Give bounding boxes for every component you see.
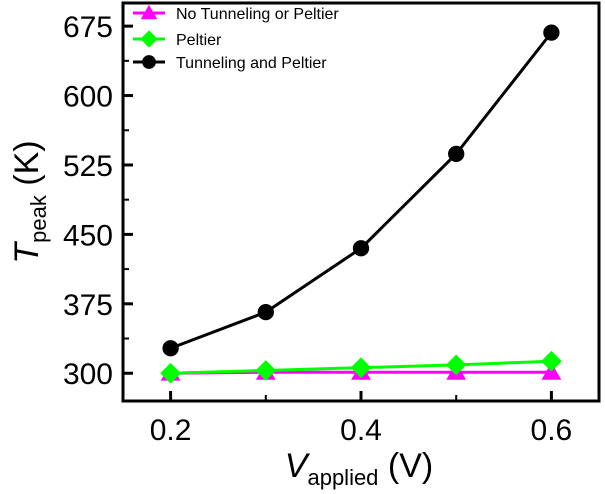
- y-axis-symbol: T: [8, 241, 46, 264]
- data-point-tunneling-and-peltier-0.6: [543, 24, 560, 41]
- data-point-peltier-0.6: [541, 350, 562, 372]
- x-axis-symbol: V: [285, 447, 311, 485]
- data-point-tunneling-and-peltier-0.3: [257, 303, 274, 321]
- data-point-peltier-0.5: [445, 354, 467, 376]
- data-point-peltier-0.3: [255, 360, 277, 381]
- legend-entry-no-tunneling-or-peltier: [133, 4, 165, 20]
- data-point-tunneling-and-peltier-0.5: [448, 145, 465, 163]
- x-tick-label-0.6: 0.6: [531, 414, 573, 447]
- y-tick-label-525: 525: [63, 150, 113, 183]
- y-tick-label-675: 675: [63, 11, 113, 44]
- y-axis-title: Tpeak (K): [8, 140, 51, 263]
- x-axis-subscript: applied: [307, 465, 378, 490]
- y-tick-label-600: 600: [63, 81, 113, 114]
- legend-marker-tunneling-and-peltier: [142, 55, 156, 69]
- legend-entry-tunneling-and-peltier: [133, 55, 165, 69]
- series-tunneling-and-peltier: [162, 24, 560, 357]
- legend-marker-no-tunneling-or-peltier: [140, 4, 158, 20]
- y-tick-label-300: 300: [63, 358, 113, 391]
- legend-label-tunneling-and-peltier: Tunneling and Peltier: [176, 55, 327, 72]
- y-tick-label-450: 450: [63, 219, 113, 252]
- legend-label-peltier: Peltier: [176, 32, 222, 49]
- y-tick-label-375: 375: [63, 289, 113, 322]
- x-tick-label-0.2: 0.2: [150, 414, 192, 447]
- series-line-tunneling-and-peltier: [170, 31, 553, 350]
- data-point-peltier-0.2: [160, 362, 181, 384]
- y-axis-unit: (K): [8, 140, 46, 195]
- data-point-tunneling-and-peltier-0.2: [162, 340, 179, 357]
- x-axis-title: Vapplied (V): [285, 447, 433, 490]
- legend-label-no-tunneling-or-peltier: No Tunneling or Peltier: [176, 6, 339, 23]
- y-axis-subscript: peak: [26, 194, 51, 243]
- series-peltier: [160, 350, 562, 384]
- x-axis-unit: (V): [378, 447, 433, 485]
- legend-entry-peltier: [133, 30, 165, 48]
- x-tick-label-0.4: 0.4: [340, 414, 382, 447]
- data-point-peltier-0.4: [350, 357, 372, 379]
- legend-marker-peltier: [140, 30, 158, 48]
- data-point-tunneling-and-peltier-0.4: [352, 240, 370, 257]
